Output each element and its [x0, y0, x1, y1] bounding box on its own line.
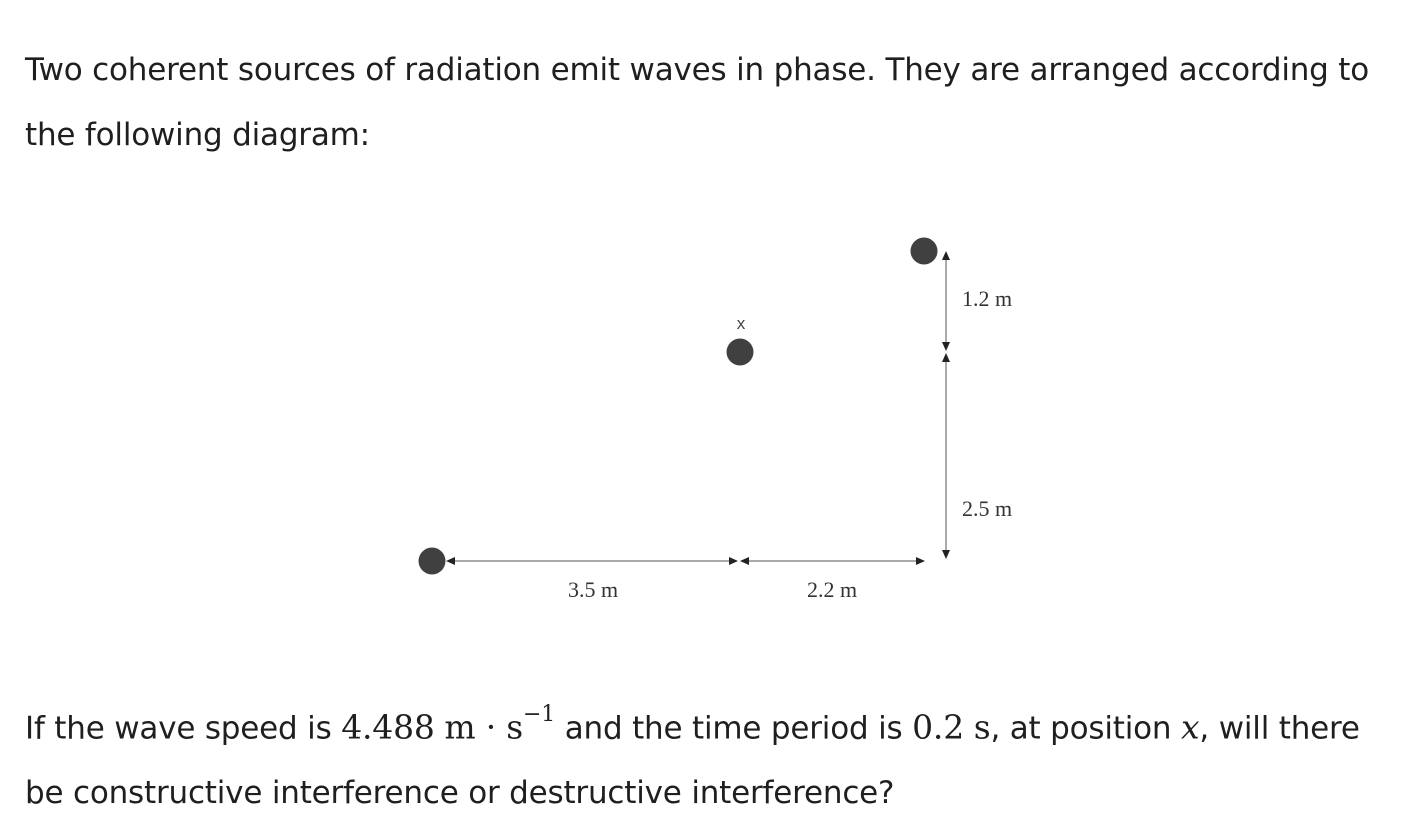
intro-paragraph: Two coherent sources of radiation emit w… [25, 38, 1395, 168]
speed-exponent: −1 [523, 702, 556, 727]
label-1-2m: 1.2 m [962, 286, 1012, 311]
intro-text: Two coherent sources of radiation emit w… [25, 52, 1370, 153]
source-top [910, 237, 938, 265]
question-part4: , will there be constructive interferenc… [25, 710, 1360, 812]
arrowhead-left-end [729, 557, 738, 565]
arrowhead-top-start [942, 251, 950, 260]
position-x-marker [726, 338, 754, 366]
horizontal-dimension [446, 557, 925, 565]
arrowhead-left-start [446, 557, 455, 565]
label-2-2m: 2.2 m [807, 577, 857, 602]
question-part2: and the time period is [555, 710, 913, 747]
position-variable: x [1181, 707, 1200, 747]
label-3-5m: 3.5 m [568, 577, 618, 602]
arrowhead-right-start [740, 557, 749, 565]
vertical-dimension [942, 251, 950, 559]
period-unit: s [973, 707, 991, 747]
period-value: 0.2 [912, 707, 965, 747]
question-part3: , at position [990, 710, 1181, 747]
arrowhead-top-end [942, 342, 950, 351]
arrowhead-bottom-end [942, 550, 950, 559]
arrowhead-right-end [916, 557, 925, 565]
speed-unit: m · s [444, 707, 524, 747]
question-paragraph: If the wave speed is 4.488 m · s−1 and t… [25, 688, 1395, 826]
source-left [418, 547, 446, 575]
position-x-label: x [737, 314, 746, 333]
label-2-5m: 2.5 m [962, 496, 1012, 521]
speed-value: 4.488 [341, 707, 435, 747]
arrowhead-bottom-start [942, 353, 950, 362]
question-part1: If the wave speed is [25, 710, 342, 747]
